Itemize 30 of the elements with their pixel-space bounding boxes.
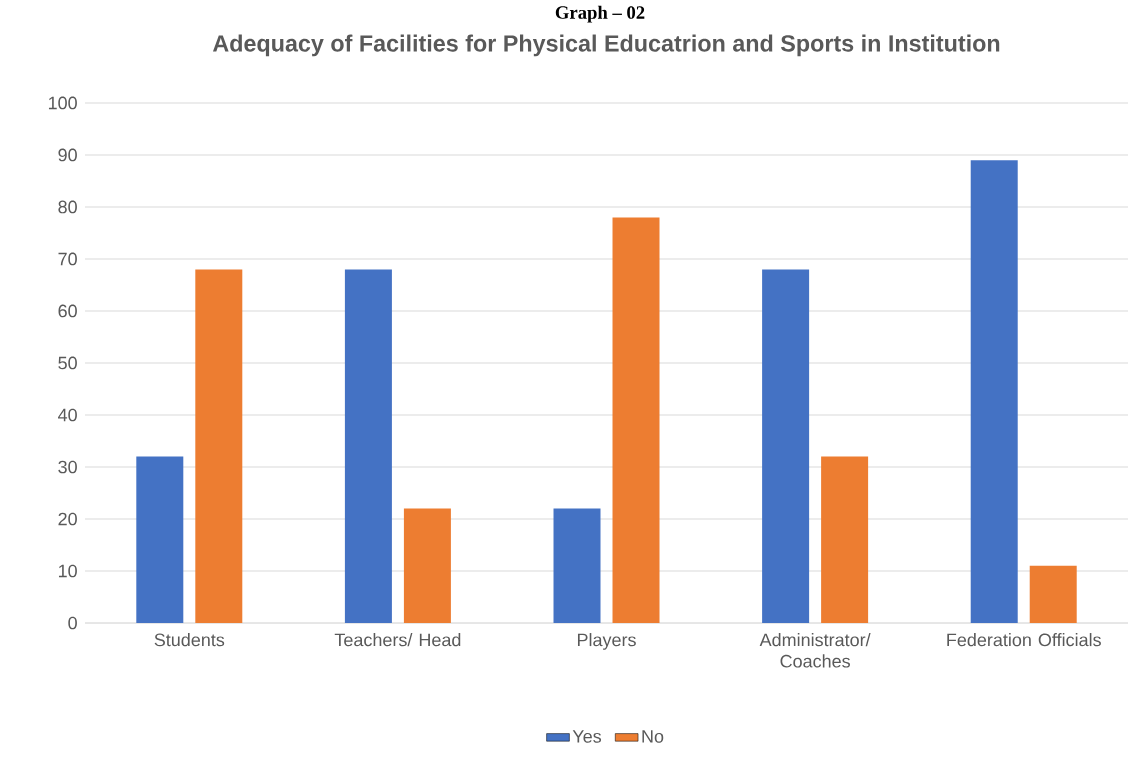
bar	[344, 269, 392, 623]
bar	[1029, 565, 1077, 623]
chart-title: Adequacy of Facilities for Physical Educatrion and Sports in Institution	[212, 34, 1000, 57]
bar	[195, 269, 243, 623]
x-tick-label: Federation Officials	[947, 633, 1101, 647]
y-tick-label: 10	[58, 564, 77, 578]
bar	[762, 269, 810, 623]
y-tick-label: 100	[48, 96, 77, 110]
y-tick-label: 80	[58, 200, 77, 214]
y-tick-label: 70	[58, 252, 77, 266]
bar	[970, 160, 1018, 623]
x-tick-label: Players	[577, 633, 636, 650]
legend-label: Yes	[572, 730, 602, 743]
y-tick-label: 40	[58, 408, 77, 422]
x-tick-label: Administrator/ Coaches	[759, 633, 871, 668]
y-tick-label: 60	[58, 304, 77, 318]
y-tick-label: 20	[58, 512, 77, 526]
y-tick-label: 30	[58, 460, 77, 474]
bar	[403, 508, 451, 623]
x-tick-label: Students	[154, 633, 225, 647]
bar	[612, 217, 660, 623]
y-tick-label: 0	[68, 616, 77, 630]
bar	[136, 456, 184, 623]
text: Graph – 02	[555, 5, 645, 23]
y-tick-label: 90	[58, 148, 77, 162]
x-tick-label: Teachers/ Head	[334, 633, 461, 647]
legend-label: No	[642, 730, 664, 743]
bar	[821, 456, 869, 623]
bar	[553, 508, 601, 623]
y-tick-label: 50	[58, 356, 77, 370]
